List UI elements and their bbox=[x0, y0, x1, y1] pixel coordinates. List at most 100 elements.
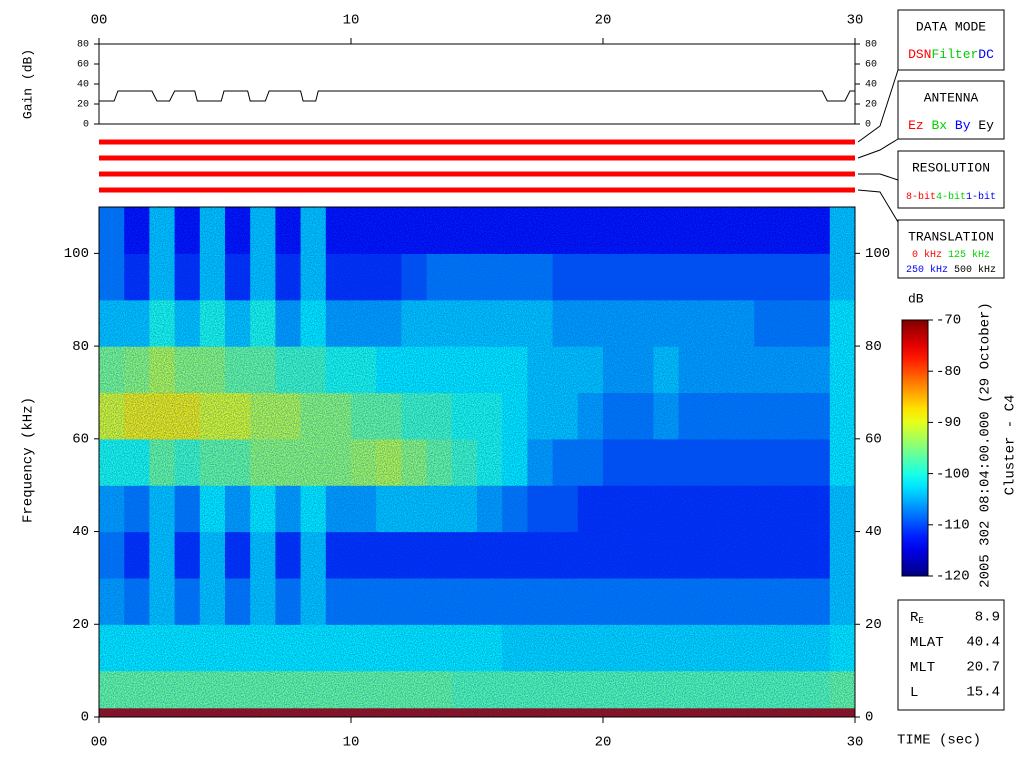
panel-item: 125 kHz bbox=[948, 249, 990, 261]
plot-frame bbox=[98, 43, 856, 125]
connector bbox=[858, 173, 899, 181]
panel-item: Ey bbox=[978, 118, 994, 133]
position-label-main: MLAT bbox=[910, 635, 944, 651]
y-tick-label: 60 bbox=[865, 60, 877, 71]
panel-item: Ez bbox=[908, 118, 924, 133]
position-value: 8.9 bbox=[975, 610, 1000, 626]
y-tick-label: 60 bbox=[865, 432, 882, 448]
x-tick-label: 30 bbox=[847, 13, 864, 29]
x-tick-label: 20 bbox=[595, 13, 612, 29]
panel-item: 500 kHz bbox=[954, 264, 996, 276]
mode-bar bbox=[99, 187, 855, 193]
connector bbox=[857, 69, 899, 143]
connector bbox=[857, 138, 899, 159]
spectrogram bbox=[99, 207, 855, 717]
colorbar-tick-label: -110 bbox=[936, 518, 970, 534]
colorbar-label: dB bbox=[908, 291, 924, 306]
position-label-sub: E bbox=[918, 616, 923, 626]
colorbar-tick-label: -70 bbox=[936, 313, 961, 329]
position-label: MLT bbox=[910, 660, 935, 676]
panel-items: 250 kHz 500 kHz bbox=[906, 264, 996, 276]
panel-item: 8-bit bbox=[906, 191, 936, 203]
y-tick-label: 20 bbox=[72, 617, 89, 633]
x-tick-label: 00 bbox=[91, 735, 108, 751]
panel-title: RESOLUTION bbox=[912, 160, 990, 175]
panel-title: TRANSLATION bbox=[908, 229, 994, 244]
position-label: L bbox=[910, 685, 918, 701]
spacecraft-label: Cluster - C4 bbox=[1003, 395, 1019, 496]
position-value: 40.4 bbox=[966, 635, 1000, 651]
panel-title: ANTENNA bbox=[924, 90, 979, 105]
speckle-texture bbox=[99, 207, 855, 717]
mode-bar bbox=[99, 139, 855, 145]
position-value: 15.4 bbox=[966, 685, 1000, 701]
mode-bars bbox=[99, 69, 899, 223]
side-title: 2005 302 08:04:00.000 (29 October) bbox=[978, 302, 994, 588]
panel-item: DSN bbox=[908, 47, 931, 62]
colorbar bbox=[901, 319, 929, 577]
gain-line bbox=[99, 90, 855, 102]
colorbar-tick-label: -90 bbox=[936, 415, 961, 431]
y-tick-label: 40 bbox=[77, 80, 89, 91]
x-tick-label: 10 bbox=[343, 13, 360, 29]
y-tick-label: 40 bbox=[72, 524, 89, 540]
y-tick-label: 100 bbox=[64, 246, 89, 262]
position-label: MLAT bbox=[910, 635, 944, 651]
panel-box bbox=[897, 219, 1005, 279]
gain-axis-label: Gain (dB) bbox=[20, 49, 35, 119]
position-value: 20.7 bbox=[966, 660, 1000, 676]
x-tick-label: 10 bbox=[343, 735, 360, 751]
panel-item: 250 kHz bbox=[906, 264, 948, 276]
y-tick-label: 40 bbox=[865, 524, 882, 540]
connector bbox=[857, 189, 899, 223]
colorbar-tick-label: -100 bbox=[936, 466, 970, 482]
panel-item: By bbox=[955, 118, 971, 133]
panel-item: 4-bit bbox=[936, 191, 966, 203]
panel-items: 8-bit4-bit1-bit bbox=[906, 191, 996, 203]
x-tick-label: 30 bbox=[847, 735, 864, 751]
y-tick-label: 20 bbox=[865, 617, 882, 633]
y-tick-label: 80 bbox=[77, 40, 89, 51]
panel-box bbox=[897, 9, 1005, 71]
panel-items: Ez Bx By Ey bbox=[908, 118, 994, 133]
y-tick-label: 0 bbox=[865, 120, 871, 131]
y-tick-label: 80 bbox=[72, 339, 89, 355]
panel-item: DC bbox=[978, 47, 994, 62]
panel-item: Bx bbox=[931, 118, 947, 133]
panel-items: 0 kHz 125 kHz bbox=[912, 249, 990, 261]
y-tick-label: 0 bbox=[81, 710, 89, 726]
frequency-axis-label: Frequency (kHz) bbox=[21, 397, 37, 523]
panel-items: DSNFilterDC bbox=[908, 47, 994, 62]
panel-item: 0 kHz bbox=[912, 249, 942, 261]
colorbar-tick-label: -80 bbox=[936, 364, 961, 380]
position-label: RE bbox=[910, 610, 924, 627]
mode-bar bbox=[99, 155, 855, 161]
panel-item: Filter bbox=[931, 47, 978, 62]
y-tick-label: 20 bbox=[77, 100, 89, 111]
position-label-main: MLT bbox=[910, 660, 935, 676]
plot-frame bbox=[98, 206, 856, 718]
x-tick-label: 00 bbox=[91, 13, 108, 29]
y-tick-label: 0 bbox=[865, 710, 873, 726]
panel-title: DATA MODE bbox=[916, 19, 986, 34]
position-label-main: L bbox=[910, 685, 918, 701]
y-tick-label: 20 bbox=[865, 100, 877, 111]
position-label-main: R bbox=[910, 610, 919, 626]
colorbar-tick-label: -120 bbox=[936, 569, 970, 585]
y-tick-label: 60 bbox=[77, 60, 89, 71]
y-tick-label: 60 bbox=[72, 432, 89, 448]
y-tick-label: 100 bbox=[865, 246, 890, 262]
panel-box bbox=[897, 80, 1005, 140]
position-box bbox=[897, 599, 1005, 711]
panel-item: 1-bit bbox=[966, 191, 996, 203]
time-axis-label: TIME (sec) bbox=[897, 733, 981, 749]
y-tick-label: 40 bbox=[865, 80, 877, 91]
y-tick-label: 80 bbox=[865, 40, 877, 51]
x-tick-label: 20 bbox=[595, 735, 612, 751]
y-tick-label: 80 bbox=[865, 339, 882, 355]
y-tick-label: 0 bbox=[83, 120, 89, 131]
mode-bar bbox=[99, 171, 855, 177]
panel-box bbox=[897, 150, 1005, 209]
